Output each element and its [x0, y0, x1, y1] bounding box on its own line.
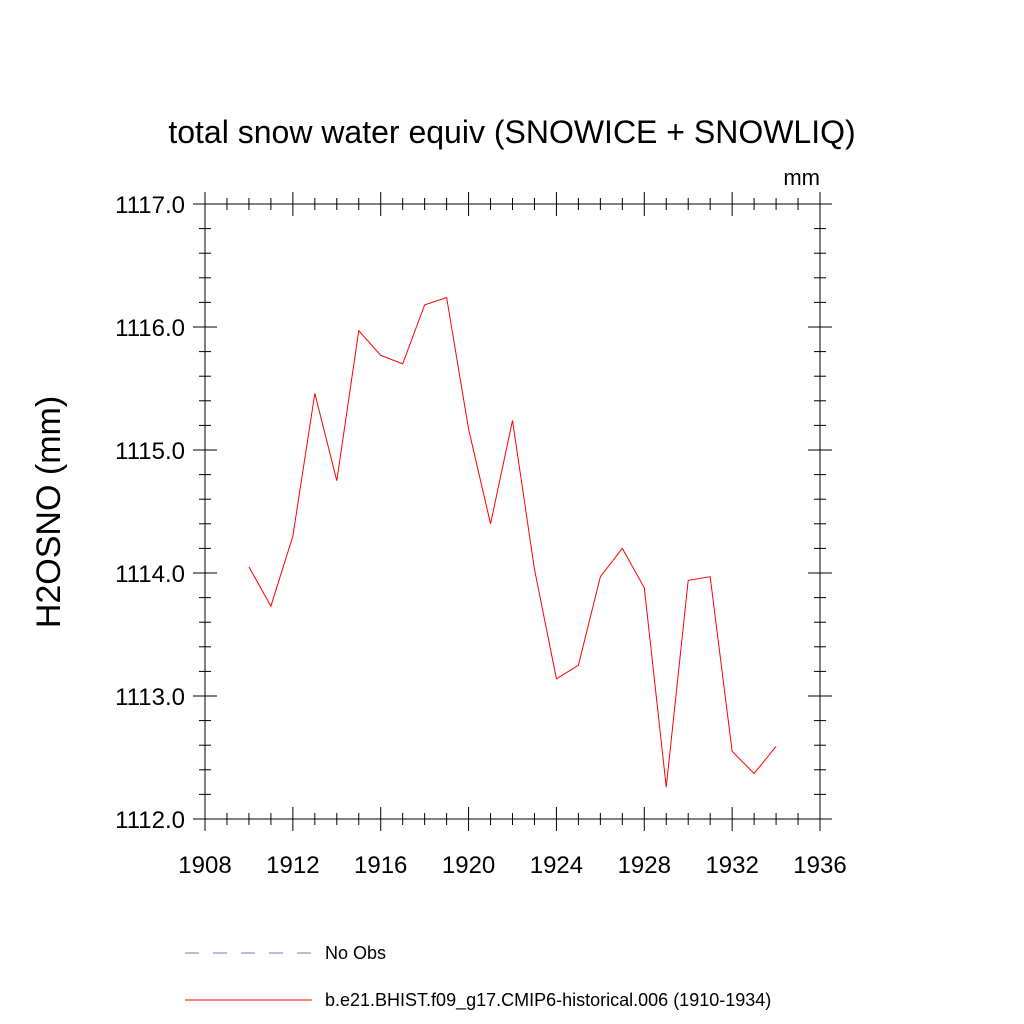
- data-point: [401, 362, 404, 365]
- data-point: [599, 575, 602, 578]
- x-tick-label: 1912: [266, 852, 319, 879]
- y-tick-label: 1115.0: [115, 438, 185, 465]
- data-point: [489, 522, 492, 525]
- x-tick-label: 1920: [442, 852, 495, 879]
- data-point: [555, 677, 558, 680]
- x-tick-label: 1916: [354, 852, 407, 879]
- data-point: [687, 579, 690, 582]
- legend-label-1: b.e21.BHIST.f09_g17.CMIP6-historical.006…: [325, 990, 771, 1011]
- data-point: [621, 547, 624, 550]
- data-point: [731, 750, 734, 753]
- y-axis-label: H2OSNO (mm): [30, 396, 68, 628]
- data-point: [467, 428, 470, 431]
- legend-label-0: No Obs: [325, 943, 386, 963]
- y-tick-label: 1116.0: [115, 315, 185, 342]
- data-point: [533, 568, 536, 571]
- data-point: [423, 303, 426, 306]
- y-tick-label: 1112.0: [115, 807, 185, 834]
- data-point: [335, 479, 338, 482]
- x-tick-label: 1928: [618, 852, 671, 879]
- x-tick-label: 1936: [793, 852, 846, 879]
- data-point: [247, 565, 250, 568]
- data-point: [379, 354, 382, 357]
- data-point: [511, 419, 514, 422]
- data-point: [357, 329, 360, 332]
- series-line-0: [248, 296, 777, 788]
- data-point: [445, 296, 448, 299]
- data-point: [643, 586, 646, 589]
- y-tick-label: 1113.0: [115, 684, 185, 711]
- x-tick-label: 1932: [705, 852, 758, 879]
- x-tick-label: 1924: [530, 852, 583, 879]
- data-point: [665, 786, 668, 789]
- data-point: [775, 745, 778, 748]
- axes: 1112.0 1113.0 1114.0 1115.0 1116.0 1117.0 1908…: [115, 192, 847, 879]
- data-point: [269, 605, 272, 608]
- legend: No Obs b.e21.BHIST.f09_g17.CMIP6-historic…: [185, 943, 771, 1011]
- data-point: [709, 575, 712, 578]
- y-tick-label: 1114.0: [115, 561, 185, 588]
- data-point: [753, 772, 756, 775]
- data-point: [291, 535, 294, 538]
- series-layer: [247, 296, 778, 789]
- data-point: [577, 664, 580, 667]
- data-point: [313, 392, 316, 395]
- units-label: mm: [783, 165, 820, 190]
- x-tick-label: 1908: [178, 852, 231, 879]
- chart-title: total snow water equiv (SNOWICE + SNOWLI…: [168, 114, 855, 150]
- plot-frame: [204, 203, 821, 820]
- y-tick-label: 1117.0: [115, 192, 185, 219]
